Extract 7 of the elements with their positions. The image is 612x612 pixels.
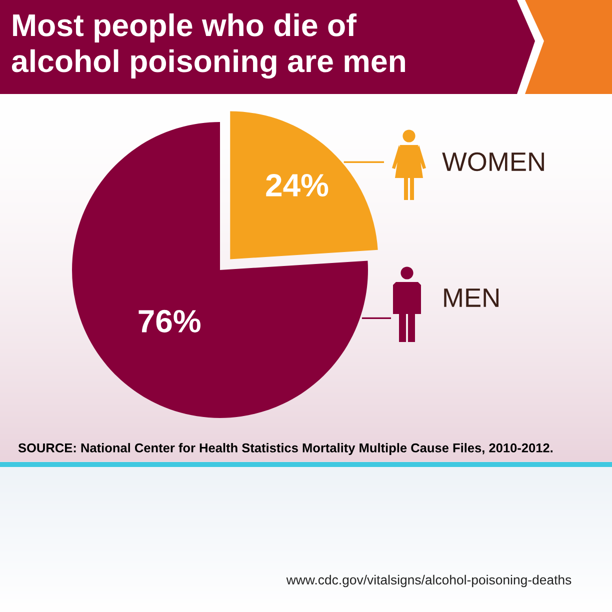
legend-label: WOMEN (442, 152, 544, 172)
chart-title: Most people who die of alcohol poisoning are men (12, 13, 405, 79)
text: www.cdc.gov/vitalsigns/alcohol-poisoning-deaths (286, 574, 572, 588)
legend-label: MEN (444, 288, 498, 307)
data-label: 24% (266, 174, 328, 197)
data-label: 76% (138, 310, 200, 333)
source-note: SOURCE: National Center for Health Statistics Mortality Multiple Cause Files, 2010-2012. (18, 443, 553, 455)
